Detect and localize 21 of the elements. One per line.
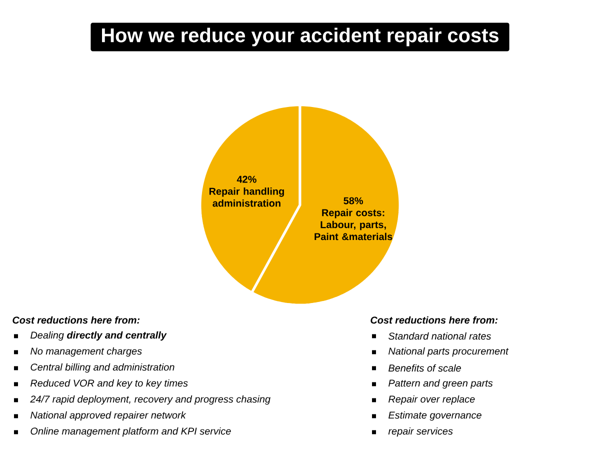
text: 24/7 rapid deployment, recovery and progress chasing: [30, 395, 270, 405]
text: repair services: [388, 427, 453, 437]
text: Cost reductions here from:: [12, 316, 140, 324]
slice-label: Repair handling administration: [209, 187, 284, 207]
text: National approved repairer network: [30, 411, 186, 421]
text: Cost reductions here from:: [370, 316, 498, 324]
text: Standard national rates: [388, 332, 491, 340]
slice-label: Repair costs: Labour, parts, Paint &materials: [314, 208, 392, 240]
text: Pattern and green parts: [388, 379, 493, 389]
text: Online management platform and KPI service: [30, 427, 231, 437]
text: National parts procurement: [388, 347, 509, 357]
text: Repair over replace: [388, 395, 475, 405]
data-label: 58%: [344, 197, 364, 204]
chart-title: How we reduce your accident repair costs: [102, 28, 498, 46]
text: Benefits of scale: [388, 364, 461, 372]
text: No management charges: [30, 347, 142, 357]
data-label: 42%: [236, 176, 256, 183]
text: Reduced VOR and key to key times: [30, 379, 188, 389]
text: Dealing directly and centrally: [30, 331, 167, 341]
text: Estimate governance: [388, 411, 482, 421]
text: Central billing and administration: [30, 363, 174, 373]
